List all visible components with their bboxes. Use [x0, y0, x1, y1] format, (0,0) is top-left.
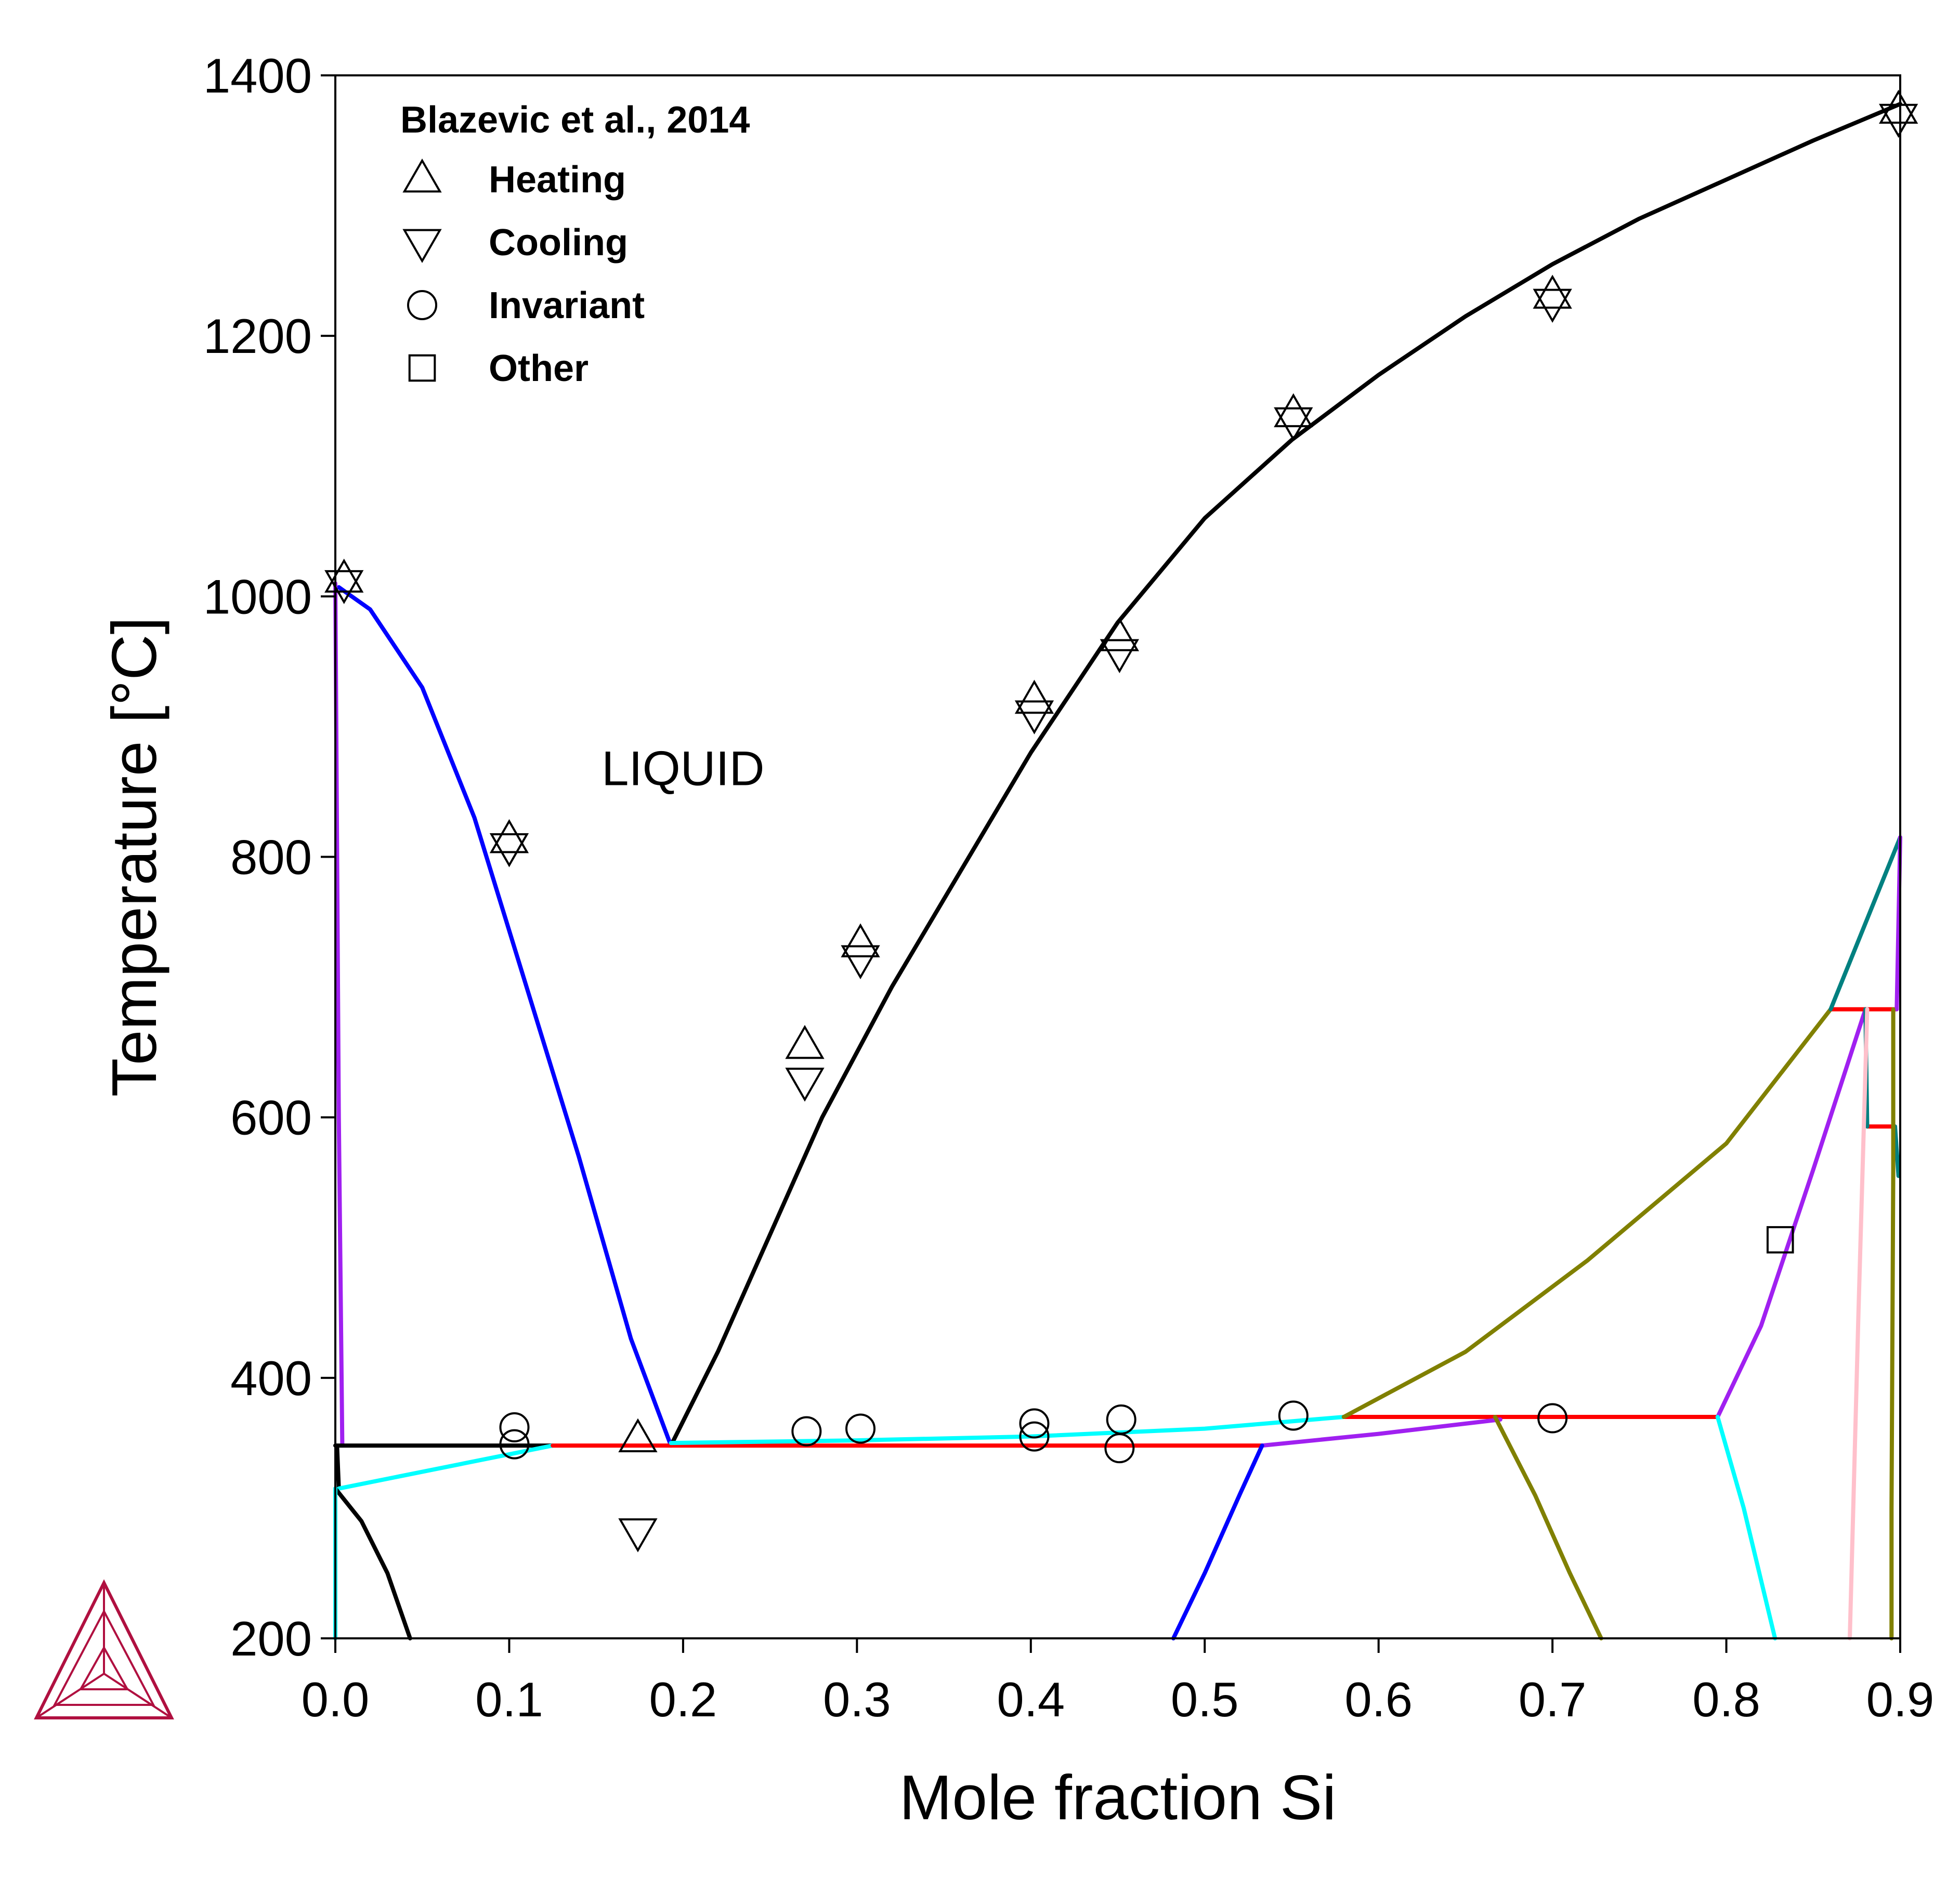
- phase-boundary-24: [1848, 1007, 1870, 1640]
- heating-marker: [1878, 89, 1918, 124]
- legend-square-icon: [408, 354, 436, 382]
- phase-boundary-19: [1828, 835, 1902, 1011]
- thermo-calc-logo-icon: [34, 1579, 174, 1719]
- phase-boundary-9: [1260, 1417, 1502, 1448]
- heating-marker: [489, 819, 529, 853]
- y-tick-label: 200: [230, 1611, 312, 1666]
- phase-boundary-16: [1715, 1415, 1778, 1640]
- invariant-marker: [1278, 1400, 1309, 1431]
- x-tick-label: 0.5: [1171, 1672, 1239, 1727]
- phase-boundary-22: [1893, 1124, 1901, 1178]
- heating-marker: [1014, 679, 1054, 714]
- cooling-marker: [1274, 407, 1313, 442]
- phase-boundary-12: [1171, 1443, 1264, 1640]
- y-tick-label: 1400: [203, 48, 312, 103]
- cooling-marker: [489, 833, 529, 868]
- y-tick-label: 1000: [203, 569, 312, 624]
- invariant-marker: [1104, 1433, 1135, 1464]
- x-tick-label: 0.6: [1344, 1672, 1413, 1727]
- heating-marker: [785, 1024, 825, 1059]
- legend-triangle-up-icon: [402, 158, 442, 193]
- x-tick-label: 0.1: [475, 1672, 543, 1727]
- x-axis-title: Mole fraction Si: [899, 1762, 1337, 1833]
- heating-marker: [1533, 274, 1572, 309]
- heating-marker: [1100, 617, 1140, 651]
- cooling-marker: [1533, 288, 1572, 323]
- legend-circle-icon: [407, 290, 437, 320]
- invariant-marker: [499, 1412, 530, 1443]
- phase-boundary-0: [669, 102, 1902, 1448]
- phase-boundary-15: [1715, 1007, 1868, 1419]
- heating-marker: [1274, 393, 1313, 427]
- invariant-marker: [791, 1416, 822, 1447]
- y-tick-label: 400: [230, 1351, 312, 1405]
- legend-entry: Heating: [402, 158, 626, 201]
- invariant-marker: [1019, 1408, 1050, 1439]
- x-tick-label: 0.3: [823, 1672, 891, 1727]
- invariant-marker: [845, 1413, 876, 1444]
- x-tick-label: 0.7: [1519, 1672, 1587, 1727]
- y-tick-label: 1200: [203, 309, 312, 363]
- y-tick-label: 800: [230, 830, 312, 885]
- legend-title: Blazevic et al., 2014: [400, 99, 750, 141]
- phase-boundary-4: [335, 1443, 341, 1491]
- axis-ticks: 0.0 0.1 0.2 0.3 0.4 0.5 0.6 0.7 0.8 0.9 200 400 600 8…: [203, 48, 1934, 1727]
- cooling-marker: [1014, 700, 1054, 734]
- x-tick-label: 0.2: [649, 1672, 717, 1727]
- cooling-marker: [785, 1068, 825, 1102]
- legend-label: Other: [489, 348, 589, 389]
- phase-boundary-10: [333, 1486, 412, 1640]
- cooling-marker: [1100, 639, 1140, 674]
- invariant-marker: [1019, 1421, 1050, 1452]
- phase-boundary-14: [1493, 1415, 1603, 1640]
- cooling-marker: [841, 945, 880, 979]
- y-axis-title: Temperature [°C]: [99, 617, 169, 1097]
- legend: Blazevic et al., 2014 Heating Cooling Inva…: [400, 99, 750, 389]
- legend-triangle-down-icon: [402, 229, 442, 264]
- invariant-marker: [499, 1429, 530, 1460]
- phase-boundary-1: [336, 585, 673, 1448]
- legend-entry: Other: [408, 348, 589, 389]
- legend-entry: Cooling: [402, 222, 628, 264]
- cooling-marker: [1878, 103, 1918, 138]
- liquid-region-label: LIQUID: [602, 741, 764, 796]
- legend-label: Invariant: [489, 285, 645, 326]
- x-tick-label: 0.8: [1692, 1672, 1760, 1727]
- heating-marker: [618, 1418, 658, 1453]
- legend-entries: Heating Cooling Invariant Other: [402, 158, 645, 389]
- phase-boundary-13: [1341, 1007, 1833, 1419]
- legend-label: Heating: [489, 159, 626, 201]
- phase-boundary-23: [1889, 1007, 1896, 1640]
- cooling-marker: [618, 1518, 658, 1553]
- legend-entry: Invariant: [407, 285, 645, 326]
- x-tick-label: 0.0: [302, 1672, 370, 1727]
- x-tick-label: 0.9: [1866, 1672, 1935, 1727]
- invariant-marker: [1537, 1403, 1568, 1434]
- legend-label: Cooling: [489, 222, 628, 264]
- phase-boundary-5: [336, 1443, 555, 1491]
- data-markers: [324, 89, 1918, 1553]
- other-marker: [1766, 1226, 1794, 1254]
- x-tick-label: 0.4: [997, 1672, 1065, 1727]
- y-tick-label: 600: [230, 1090, 312, 1145]
- heating-marker: [841, 923, 880, 957]
- phase-boundary-2: [333, 581, 345, 1448]
